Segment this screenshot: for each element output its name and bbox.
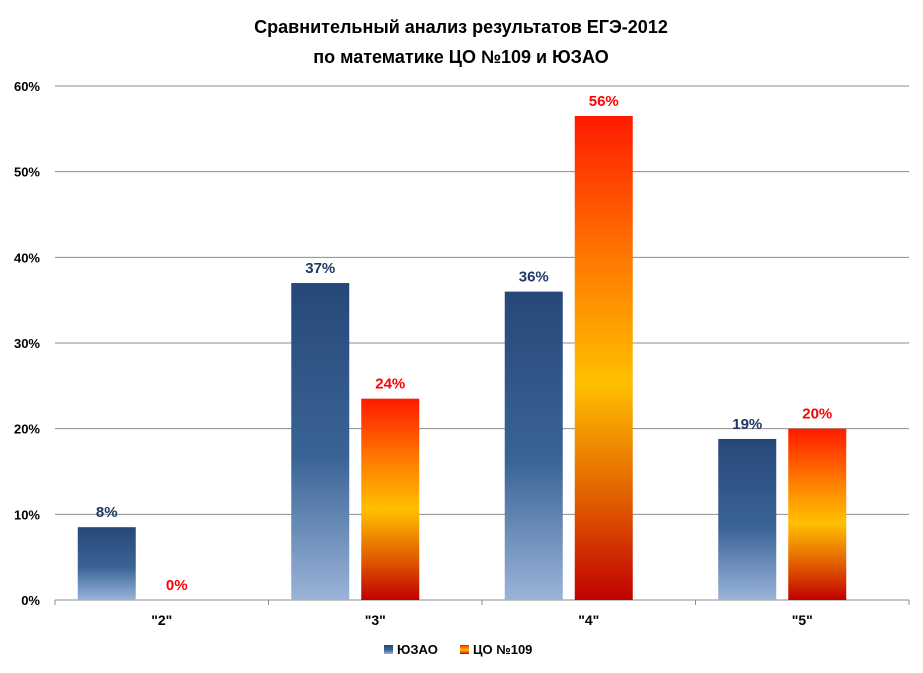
bars: [77, 115, 847, 600]
data-label-co109-1: 24%: [375, 376, 405, 393]
bar-yuzao-0: [77, 527, 136, 600]
legend-swatch-co109: [460, 645, 469, 654]
data-label-co109-0: 0%: [166, 577, 188, 594]
data-label-co109-2: 56%: [589, 93, 619, 110]
legend-label-co109: ЦО №109: [473, 642, 532, 657]
y-tick-label: 40%: [14, 250, 40, 265]
y-tick-label: 20%: [14, 422, 40, 437]
bar-co109-3: [788, 428, 847, 600]
data-label-yuzao-0: 8%: [96, 504, 118, 521]
y-tick-label: 0%: [21, 593, 40, 608]
legend-swatch-yuzao: [384, 645, 393, 654]
gridlines: [55, 85, 909, 515]
data-label-yuzao-1: 37%: [305, 260, 335, 277]
y-axis-ticks: 0% 10% 20% 30% 40% 50% 60%: [14, 79, 40, 608]
x-tick-label: "4": [578, 612, 599, 628]
y-tick-label: 30%: [14, 336, 40, 351]
x-axis-ticks: "2" "3" "4" "5": [151, 612, 813, 628]
x-tick-label: "5": [792, 612, 813, 628]
data-label-yuzao-3: 19%: [732, 416, 762, 433]
chart-title: Сравнительный анализ результатов ЕГЭ-201…: [254, 17, 668, 67]
y-tick-label: 60%: [14, 79, 40, 94]
data-labels: 8% 37% 36% 19% 0% 24% 56% 20%: [96, 93, 832, 594]
bar-yuzao-1: [291, 283, 350, 600]
legend-label-yuzao: ЮЗАО: [397, 642, 438, 657]
x-tick-label: "3": [365, 612, 386, 628]
y-tick-label: 10%: [14, 507, 40, 522]
chart-title-line-2: по математике ЦО №109 и ЮЗАО: [313, 47, 608, 67]
x-axis: [54, 599, 910, 605]
y-tick-label: 50%: [14, 165, 40, 180]
data-label-yuzao-2: 36%: [519, 269, 549, 286]
x-tick-label: "2": [151, 612, 172, 628]
bar-co109-1: [361, 398, 420, 600]
bar-yuzao-3: [718, 438, 777, 600]
data-label-co109-3: 20%: [802, 406, 832, 423]
chart-title-line-1: Сравнительный анализ результатов ЕГЭ-201…: [254, 17, 668, 37]
legend: ЮЗАО ЦО №109: [384, 642, 532, 657]
bar-co109-2: [574, 115, 633, 600]
bar-yuzao-2: [504, 291, 563, 600]
